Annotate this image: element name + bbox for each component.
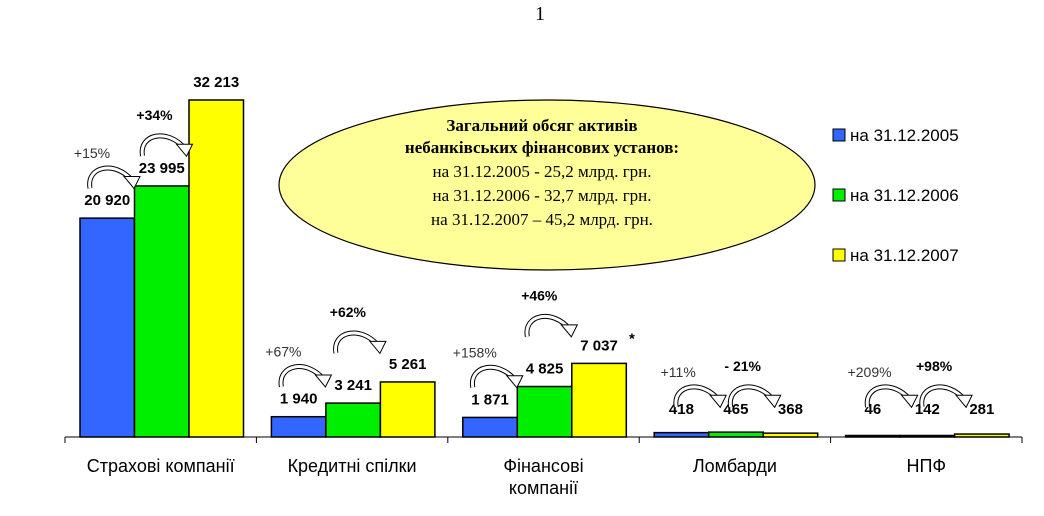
callout-line: на 31.12.2006 - 32,7 млрд. грн. [432, 186, 651, 205]
legend-label: на 31.12.2007 [850, 246, 959, 265]
category-label: Страхові компанії [87, 456, 235, 476]
arrow-head-icon [368, 340, 387, 355]
bar-value-label: 3 241 [334, 377, 372, 394]
bar [462, 416, 519, 438]
bar [899, 434, 956, 438]
growth-percent-label: - 21% [724, 358, 761, 374]
legend: на 31.12.2005 на 31.12.2006 на 31.12.2007 [832, 126, 959, 265]
bar-value-label: 418 [669, 401, 694, 418]
bar [762, 432, 819, 438]
callout-line: на 31.12.2007 – 45,2 млрд. грн. [431, 210, 653, 229]
bar [133, 185, 190, 438]
growth-percent-label: +67% [265, 344, 301, 360]
growth-percent-label: +46% [521, 288, 558, 304]
growth-arrow-icon [865, 385, 911, 408]
bar [270, 415, 327, 438]
callout-line: на 31.12.2005 - 25,2 млрд. грн. [432, 162, 651, 181]
footnote-marker: * [629, 330, 635, 347]
growth-percent-label: +11% [661, 364, 696, 380]
arrow-head-icon [709, 394, 728, 409]
growth-arrow-icon [140, 134, 186, 157]
bar-value-label: 281 [969, 401, 994, 418]
page-number: 1 [535, 3, 545, 25]
category-label: Ломбарди [693, 456, 777, 476]
arrow-head-icon [900, 394, 919, 409]
bar [653, 431, 710, 438]
growth-percent-label: +158% [453, 344, 497, 360]
bar-value-label: 4 825 [526, 361, 564, 378]
growth-percent-label: +62% [330, 304, 367, 320]
legend-swatch [832, 248, 846, 262]
bar [516, 385, 573, 438]
growth-arrow-icon [471, 365, 516, 388]
arrow-head-icon [560, 324, 579, 338]
growth-arrow-icon [920, 385, 966, 408]
bar-value-label: 5 261 [389, 356, 427, 373]
category-label: компанії [509, 478, 578, 498]
category-label: Фінансові [503, 456, 583, 476]
bar-value-label: 1 871 [471, 391, 509, 408]
category-label: НПФ [906, 456, 946, 476]
bar-value-label: 32 213 [193, 74, 239, 91]
bar-value-label: 23 995 [139, 160, 185, 177]
growth-percent-label: +209% [848, 364, 892, 380]
bar [844, 434, 901, 438]
legend-swatch [832, 128, 846, 142]
callout-title-line: Загальний обсяг активів [446, 116, 637, 135]
bar-value-label: 465 [723, 401, 748, 418]
callout-title-line: небанківських фінансових установ: [405, 138, 679, 157]
bar [379, 381, 436, 438]
growth-arrow-icon [279, 365, 325, 387]
arrow-head-icon [505, 375, 524, 389]
bar-value-label: 1 940 [280, 391, 318, 408]
growth-percent-label: +34% [136, 107, 173, 123]
growth-arrow-icon [88, 166, 134, 189]
bar-value-label: 20 920 [84, 192, 130, 209]
growth-arrow-icon [729, 385, 774, 408]
legend-swatch [832, 188, 846, 202]
bar [325, 402, 382, 438]
growth-percent-label: +98% [916, 358, 953, 374]
category-label: Кредитні спілки [288, 456, 417, 476]
growth-arrow-icon [525, 314, 571, 337]
arrow-head-icon [122, 175, 141, 190]
legend-label: на 31.12.2005 [850, 126, 959, 145]
arrow-head-icon [955, 394, 973, 409]
total-assets-callout: Загальний обсяг активів небанківських фі… [278, 99, 816, 271]
arrow-head-icon [314, 374, 333, 388]
bar [79, 217, 136, 438]
bar-value-label: 368 [778, 401, 803, 418]
growth-arrow-icon [334, 331, 380, 354]
arrow-head-icon [175, 143, 194, 158]
callout-ellipse [278, 99, 816, 271]
bar-value-label: 7 037 [580, 337, 618, 354]
bar [953, 433, 1010, 438]
growth-arrow-icon [674, 385, 720, 408]
legend-label: на 31.12.2006 [850, 186, 959, 205]
bar [188, 99, 245, 438]
growth-percent-label: +15% [74, 145, 110, 161]
bar-value-label: 142 [915, 401, 940, 418]
arrow-head-icon [763, 394, 782, 409]
bar [707, 431, 764, 438]
bar [571, 362, 628, 438]
